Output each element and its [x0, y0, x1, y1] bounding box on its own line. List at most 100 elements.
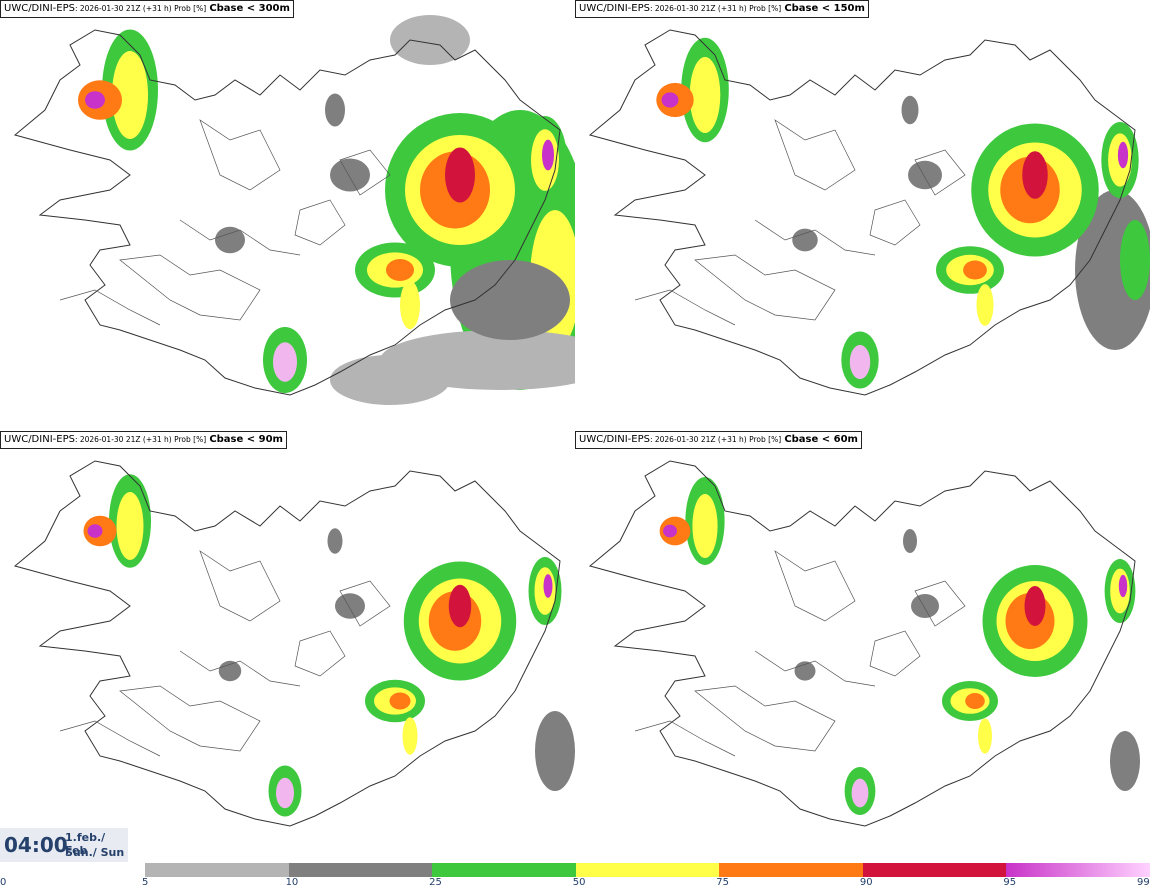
map-boundary-line [774, 119, 856, 191]
map-boundary-line [869, 630, 921, 677]
map-panel-cbase-150m: UWC/DINI-EPS: 2026-01-30 21Z (+31 h) Pro… [575, 0, 1150, 431]
probability-area [692, 494, 718, 558]
legend-tick-label: 75 [716, 877, 730, 888]
legend-tick-label: 5 [142, 877, 149, 888]
iceland-map [588, 460, 1140, 827]
legend-swatch [432, 863, 576, 877]
panel-title: UWC/DINI-EPS: 2026-01-30 21Z (+31 h) Pro… [0, 0, 294, 18]
valid-date-line1: 1.feb./ Feb [65, 831, 106, 857]
valid-time-box: 04:00 1.feb./ Feb Sun./ Sun [0, 828, 128, 862]
map-boundary-line [59, 289, 161, 326]
legend-swatch [719, 863, 863, 877]
map-boundary-line [199, 119, 281, 191]
legend-swatch [288, 863, 433, 877]
model-name: UWC/DINI-EPS [579, 3, 650, 14]
map-boundary-line [634, 720, 736, 757]
probability-fields [83, 474, 575, 817]
probability-area [663, 524, 677, 538]
probability-area [535, 711, 575, 791]
color-legend: 0 5 10 25 50 75 90 95 99 [0, 862, 1150, 891]
legend-tick-label: 90 [859, 877, 873, 888]
panel-title: UWC/DINI-EPS: 2026-01-30 21Z (+31 h) Pro… [0, 431, 287, 449]
legend-swatch [575, 863, 720, 877]
map-boundary-line [694, 254, 836, 321]
run-info: : 2026-01-30 21Z (+31 h) Prob [%] [649, 435, 782, 444]
map-boundary-line [914, 580, 966, 627]
map-boundary-line [774, 550, 856, 622]
probability-area [330, 158, 370, 192]
valid-date-line2: Sun./ Sun [65, 846, 125, 859]
probability-area [849, 344, 871, 380]
probability-area [978, 718, 992, 754]
map-panel-cbase-60m: UWC/DINI-EPS: 2026-01-30 21Z (+31 h) Pro… [575, 431, 1150, 862]
probability-area [116, 492, 144, 560]
legend-tick-label: 10 [285, 877, 299, 888]
probability-fields [78, 15, 575, 405]
legend-tick-label: 95 [1003, 877, 1017, 888]
probability-area [965, 693, 985, 709]
probability-area [1120, 220, 1150, 300]
probability-area [335, 593, 365, 619]
probability-area [276, 777, 294, 809]
model-name: UWC/DINI-EPS [4, 434, 75, 445]
probability-area [330, 355, 450, 405]
map-boundary-line [754, 219, 876, 256]
probability-fields [656, 37, 1150, 389]
probability-area [1118, 574, 1128, 598]
probability-area [901, 95, 919, 125]
map-panel-cbase-300m: UWC/DINI-EPS: 2026-01-30 21Z (+31 h) Pro… [0, 0, 575, 431]
legend-swatch [145, 863, 289, 877]
probability-area [327, 528, 343, 554]
map-boundary-line [754, 650, 876, 687]
map-boundary-line [179, 219, 301, 256]
probability-area [400, 280, 420, 330]
probability-area [903, 529, 917, 553]
coastline [13, 460, 561, 827]
map-boundary-line [179, 650, 301, 687]
probability-area [542, 139, 554, 171]
iceland-map [13, 460, 575, 827]
probability-area [112, 51, 148, 139]
legend-swatch [1006, 863, 1150, 877]
map-boundary-line [199, 550, 281, 622]
probability-area [963, 260, 987, 280]
coastline [13, 29, 561, 396]
probability-area [689, 57, 721, 133]
panel-title: UWC/DINI-EPS: 2026-01-30 21Z (+31 h) Pro… [575, 0, 869, 18]
map-boundary-line [339, 580, 391, 627]
probability-area [1022, 151, 1048, 199]
probability-area [450, 260, 570, 340]
probability-area [445, 147, 475, 203]
probability-area [1024, 586, 1046, 626]
parameter-label: Cbase < 150m [784, 3, 865, 14]
panel-title: UWC/DINI-EPS: 2026-01-30 21Z (+31 h) Pro… [575, 431, 862, 449]
coastline [588, 29, 1136, 396]
probability-area [851, 778, 869, 808]
map-boundary-line [339, 149, 391, 196]
coastline [588, 460, 1136, 827]
run-info: : 2026-01-30 21Z (+31 h) Prob [%] [74, 435, 207, 444]
probability-area [543, 574, 553, 598]
probability-area [1117, 141, 1129, 169]
probability-area [402, 717, 418, 755]
probability-fields [659, 477, 1140, 815]
probability-area [908, 160, 942, 190]
parameter-label: Cbase < 300m [209, 3, 290, 14]
probability-area [386, 259, 414, 281]
map-boundary-line [294, 199, 346, 246]
probability-area [273, 342, 297, 382]
legend-tick-label: 0 [0, 877, 7, 888]
probability-area [911, 594, 939, 618]
probability-area [218, 660, 242, 682]
probability-area [215, 226, 245, 254]
model-name: UWC/DINI-EPS [579, 434, 650, 445]
legend-tick-label: 99 [1137, 877, 1150, 888]
legend-tick-label: 25 [429, 877, 442, 888]
probability-area [661, 92, 679, 108]
map-boundary-line [634, 289, 736, 326]
probability-area [85, 91, 105, 109]
map-boundary-line [119, 254, 261, 321]
valid-time: 04:00 [4, 833, 68, 857]
probability-area [792, 228, 818, 252]
parameter-label: Cbase < 60m [784, 434, 858, 445]
